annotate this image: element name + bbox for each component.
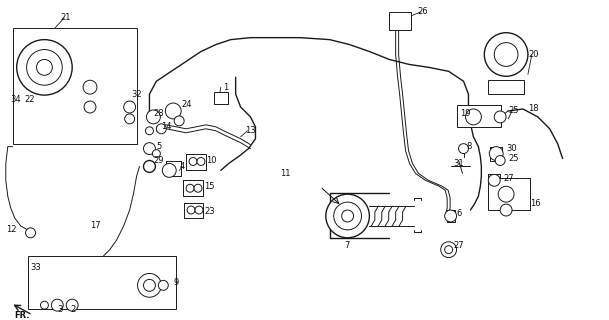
Text: 15: 15 — [204, 182, 214, 191]
Text: 27: 27 — [503, 174, 514, 183]
Circle shape — [194, 184, 202, 192]
Text: 10: 10 — [206, 156, 216, 165]
Circle shape — [465, 109, 481, 125]
Circle shape — [445, 210, 457, 222]
Circle shape — [498, 186, 514, 202]
Circle shape — [441, 242, 457, 258]
Text: 19: 19 — [460, 109, 471, 118]
Circle shape — [495, 43, 518, 66]
Circle shape — [174, 116, 184, 126]
Circle shape — [27, 50, 62, 85]
Bar — [457, 105, 501, 127]
Circle shape — [146, 127, 153, 135]
Circle shape — [500, 204, 512, 216]
Text: 8: 8 — [466, 142, 472, 151]
Text: 13: 13 — [245, 126, 256, 135]
Bar — [27, 256, 176, 309]
Circle shape — [138, 274, 161, 297]
Circle shape — [189, 157, 197, 165]
Circle shape — [26, 228, 35, 238]
Text: 6: 6 — [457, 209, 462, 218]
Circle shape — [157, 124, 166, 134]
Text: 1: 1 — [223, 83, 228, 92]
Text: 12: 12 — [6, 225, 16, 234]
Text: 14: 14 — [161, 122, 172, 131]
Circle shape — [37, 60, 52, 75]
Circle shape — [186, 184, 194, 192]
Circle shape — [66, 299, 78, 311]
Text: 28: 28 — [153, 109, 164, 118]
Text: 18: 18 — [528, 105, 538, 114]
Text: 11: 11 — [280, 169, 290, 178]
Text: 33: 33 — [30, 263, 41, 272]
Bar — [13, 28, 136, 144]
Circle shape — [488, 174, 500, 186]
Text: 2: 2 — [70, 305, 76, 314]
Circle shape — [16, 40, 72, 95]
Bar — [214, 92, 228, 104]
Text: 9: 9 — [173, 278, 178, 287]
Circle shape — [445, 246, 452, 254]
Circle shape — [326, 194, 370, 238]
Circle shape — [158, 280, 168, 290]
Text: 31: 31 — [454, 159, 464, 168]
Bar — [488, 80, 524, 94]
Text: 27: 27 — [454, 241, 464, 250]
Text: 4: 4 — [179, 162, 185, 171]
Circle shape — [495, 111, 506, 123]
Circle shape — [163, 164, 176, 177]
Text: 23: 23 — [204, 206, 214, 216]
Text: 16: 16 — [530, 199, 541, 208]
Circle shape — [144, 143, 155, 155]
Circle shape — [51, 299, 63, 311]
Circle shape — [144, 161, 155, 172]
Circle shape — [83, 80, 97, 94]
Circle shape — [187, 206, 195, 214]
Text: 7: 7 — [345, 241, 350, 250]
Text: 21: 21 — [60, 13, 71, 22]
Text: 29: 29 — [153, 156, 164, 165]
Circle shape — [489, 147, 503, 161]
Text: 26: 26 — [417, 7, 428, 16]
Circle shape — [484, 33, 528, 76]
Circle shape — [495, 156, 505, 165]
Bar — [389, 12, 411, 30]
Text: 25: 25 — [508, 154, 519, 163]
Text: 22: 22 — [24, 95, 35, 104]
Circle shape — [125, 114, 135, 124]
Circle shape — [40, 301, 48, 309]
Text: 25: 25 — [508, 107, 519, 116]
Circle shape — [165, 103, 181, 119]
Circle shape — [342, 210, 354, 222]
Circle shape — [195, 206, 203, 214]
Text: 30: 30 — [506, 144, 517, 153]
Circle shape — [152, 150, 160, 157]
Circle shape — [459, 144, 468, 154]
Bar — [488, 178, 530, 210]
Text: 5: 5 — [157, 142, 161, 151]
Text: 34: 34 — [11, 95, 21, 104]
Text: 3: 3 — [57, 305, 63, 314]
Circle shape — [124, 101, 136, 113]
Text: 20: 20 — [528, 50, 538, 59]
Circle shape — [197, 157, 205, 165]
Text: 32: 32 — [132, 90, 143, 99]
Circle shape — [144, 279, 155, 291]
Text: 24: 24 — [181, 100, 192, 108]
Circle shape — [334, 202, 362, 230]
Circle shape — [84, 101, 96, 113]
Text: 17: 17 — [90, 221, 100, 230]
Circle shape — [147, 110, 160, 124]
Text: FR.: FR. — [15, 310, 30, 320]
